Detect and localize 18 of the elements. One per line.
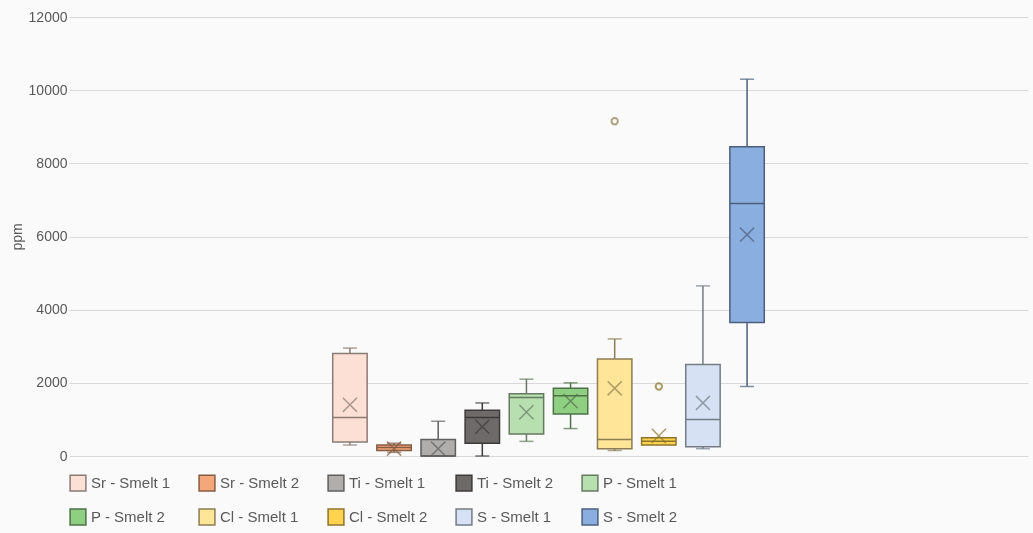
legend-label: Cl - Smelt 1 [220,508,299,525]
legend-label: Cl - Smelt 2 [349,508,428,525]
legend-label: Sr - Smelt 1 [91,474,171,492]
y-tick-label: 4000 [36,301,68,318]
legend-label: Sr - Smelt 2 [220,474,300,492]
y-axis-title: ppm [8,223,25,251]
y-tick-label: 2000 [36,374,68,391]
legend-label: S - Smelt 2 [603,508,678,525]
y-tick-label: 6000 [36,228,68,244]
legend-label: P - Smelt 1 [603,474,677,492]
y-tick-label: 10000 [28,81,68,98]
y-tick-label: 0 [59,447,68,464]
legend-label: P - Smelt 2 [91,508,165,525]
legend-label: S - Smelt 1 [477,508,552,525]
y-tick-label: 12000 [28,8,68,25]
legend-label: Ti - Smelt 2 [477,474,554,492]
y-tick-label: 8000 [36,154,68,171]
legend-label: Ti - Smelt 1 [349,474,426,492]
